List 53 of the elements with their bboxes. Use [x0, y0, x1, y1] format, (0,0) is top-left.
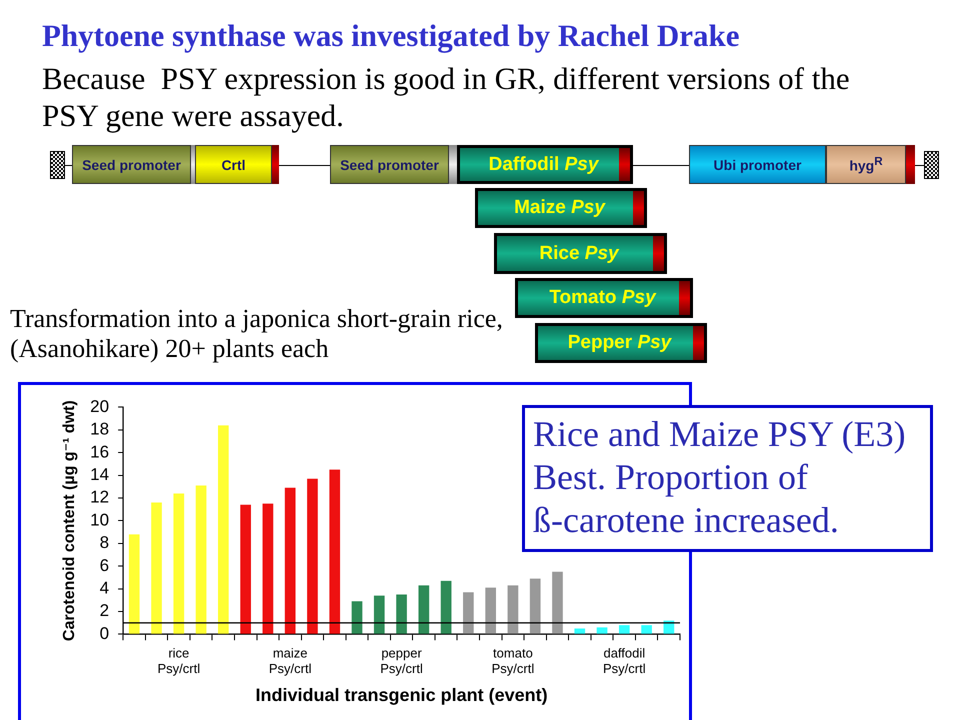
y-tick-label: 20	[90, 396, 110, 416]
x-tick-label: tomato Psy/crtl	[492, 646, 534, 676]
y-tick-label: 18	[90, 420, 110, 439]
gene-box: Rice Psy	[494, 233, 667, 274]
bar	[396, 594, 407, 634]
y-tick-label: 16	[90, 442, 110, 462]
bar	[128, 534, 140, 634]
bar	[596, 627, 608, 634]
x-axis-title: Individual transgenic plant (event)	[256, 685, 548, 706]
bar	[284, 488, 296, 634]
bar	[440, 580, 452, 634]
y-tick-label: 12	[90, 488, 110, 507]
y-tick-label: 4	[100, 578, 110, 598]
bar	[374, 596, 385, 634]
bar	[196, 486, 206, 634]
y-axis-title: Carotenoid content (µg g⁻¹ dwt)	[61, 400, 78, 642]
y-tick-label: 2	[100, 601, 110, 620]
bar	[151, 502, 162, 634]
x-tick-label: pepper Psy/crtl	[380, 646, 423, 676]
bar	[329, 470, 340, 634]
bar	[641, 625, 652, 634]
bar	[618, 625, 630, 634]
y-tick-label: 0	[100, 624, 110, 643]
text: Transformation into a japonica short-grain rice,	[10, 304, 503, 333]
x-tick-label: rice Psy/crtl	[157, 646, 200, 676]
bar	[240, 504, 251, 634]
bar	[218, 425, 229, 634]
bar	[574, 628, 586, 634]
x-tick-label: maize Psy/crtl	[268, 646, 312, 676]
bar	[307, 478, 318, 634]
text: (Asanohikare) 20+ plants each	[10, 334, 329, 363]
gene-box: Tomato Psy	[515, 278, 693, 318]
y-tick-label: 8	[100, 533, 110, 552]
bar	[262, 504, 274, 634]
gene-box: Maize Psy	[475, 188, 647, 228]
gene-box: Pepper Psy	[535, 323, 707, 363]
bar	[508, 585, 518, 634]
bar	[463, 592, 474, 634]
chart-title: Phytoene synthase was investigated by Rachel Drake	[42, 18, 740, 53]
x-tick-label: daffodil Psy/crtl	[603, 646, 646, 676]
y-tick-label: 14	[90, 464, 110, 484]
bar	[530, 578, 541, 634]
bar	[552, 572, 563, 634]
bar	[418, 585, 430, 634]
chart-subtitle: Because PSY expression is good in GR, different versions of the PSY gene were assayed.	[42, 61, 851, 133]
bar	[352, 601, 362, 634]
callout-frame: Rice and Maize PSY (E3) Best. Proportion of ß-carotene increased.	[522, 405, 933, 552]
y-tick-label: 6	[100, 556, 110, 575]
bar	[664, 620, 674, 634]
y-tick-label: 10	[90, 510, 110, 530]
bar	[173, 493, 184, 634]
gene-construct: Seed promoter Crtl Seed promoter Daffodil Psy Ubi promoter hyg$^{R}$	[48, 143, 940, 186]
bar	[485, 588, 496, 634]
